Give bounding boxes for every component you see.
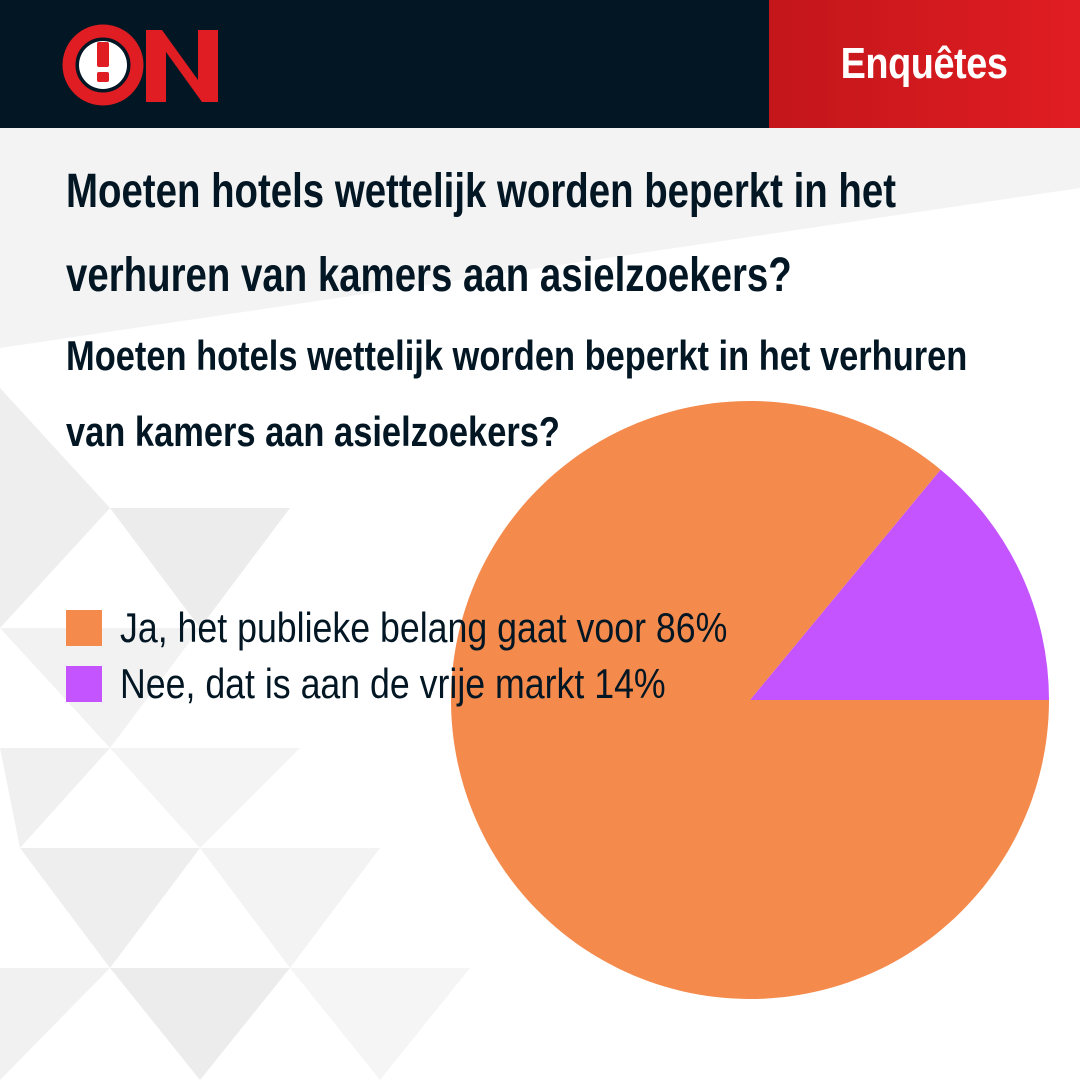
bg-shape (200, 848, 380, 968)
power-bar-icon (97, 42, 109, 67)
section-label: Enquêtes (841, 39, 1008, 88)
letter-n-logo (146, 30, 218, 102)
question-subtitle-line: Moeten hotels wettelijk worden beperkt i… (66, 332, 968, 379)
bg-shape (0, 388, 110, 628)
legend-label: Ja, het publieke belang gaat voor 86% (120, 604, 728, 651)
bg-shape (20, 848, 200, 968)
on-logo[interactable] (62, 22, 222, 108)
question-subtitle-line: van kamers aan asielzoekers? (66, 408, 560, 455)
legend-item-nee: Nee, dat is aan de vrije markt 14% (66, 656, 835, 712)
bg-shape (110, 508, 290, 628)
header-bar: Enquêtes (0, 0, 1080, 128)
section-tab-enquetes[interactable]: Enquêtes (769, 0, 1080, 128)
question-title-line: Moeten hotels wettelijk worden beperkt i… (66, 165, 896, 218)
bg-shape (0, 128, 1080, 348)
bg-shape (110, 748, 300, 848)
bg-shape (290, 968, 470, 1080)
bg-shape (0, 968, 110, 1080)
pie-slice-nee (750, 469, 1049, 700)
question-title: Moeten hotels wettelijk worden beperkt i… (66, 150, 896, 318)
bg-shape (110, 968, 290, 1080)
legend-swatch (66, 610, 102, 646)
pie-chart (451, 401, 1049, 1000)
legend-swatch (66, 666, 102, 702)
legend-item-ja: Ja, het publieke belang gaat voor 86% (66, 600, 835, 656)
power-ring-icon (62, 24, 144, 106)
pie-slice-ja (451, 401, 1049, 1000)
question-title-line: verhuren van kamers aan asielzoekers? (66, 249, 792, 302)
chart-legend: Ja, het publieke belang gaat voor 86% Ne… (66, 600, 835, 712)
legend-label: Nee, dat is aan de vrije markt 14% (120, 660, 666, 707)
question-subtitle: Moeten hotels wettelijk worden beperkt i… (66, 318, 967, 470)
background-triangle-pattern (0, 128, 1080, 1080)
power-dot-icon (97, 72, 109, 82)
bg-shape (0, 748, 110, 848)
